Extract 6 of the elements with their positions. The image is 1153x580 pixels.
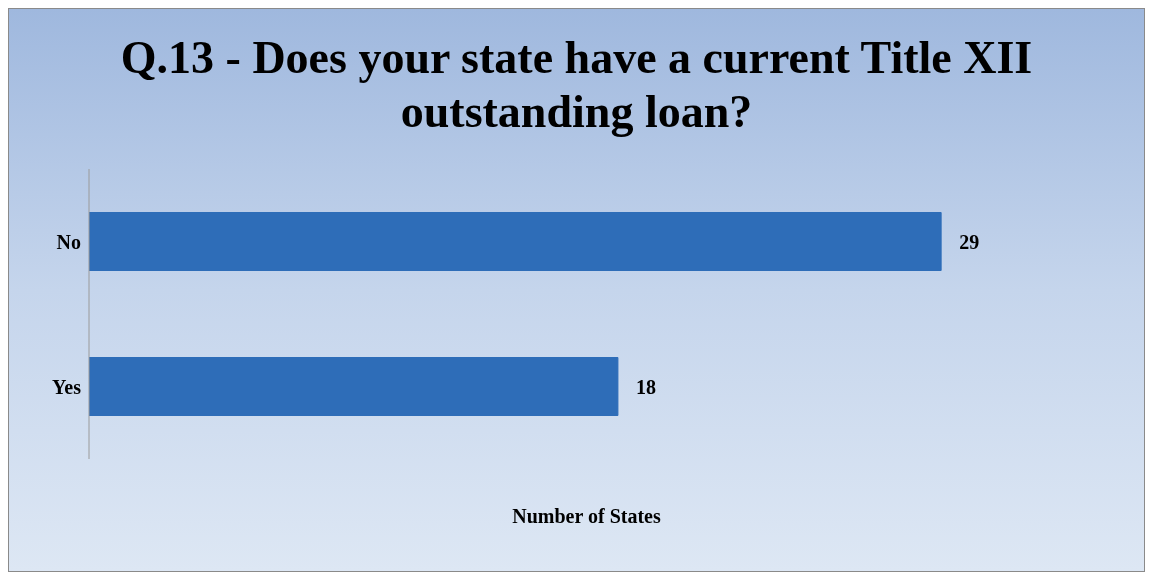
y-tick-label: Yes bbox=[52, 375, 82, 398]
data-label: 18 bbox=[635, 375, 656, 398]
data-label: 29 bbox=[959, 230, 980, 253]
chart-title: Q.13 - Does your state have a current Title XII outstanding loan? bbox=[119, 31, 1034, 139]
y-tick-label: No bbox=[56, 230, 81, 253]
x-axis-title: Number of States bbox=[511, 505, 662, 528]
